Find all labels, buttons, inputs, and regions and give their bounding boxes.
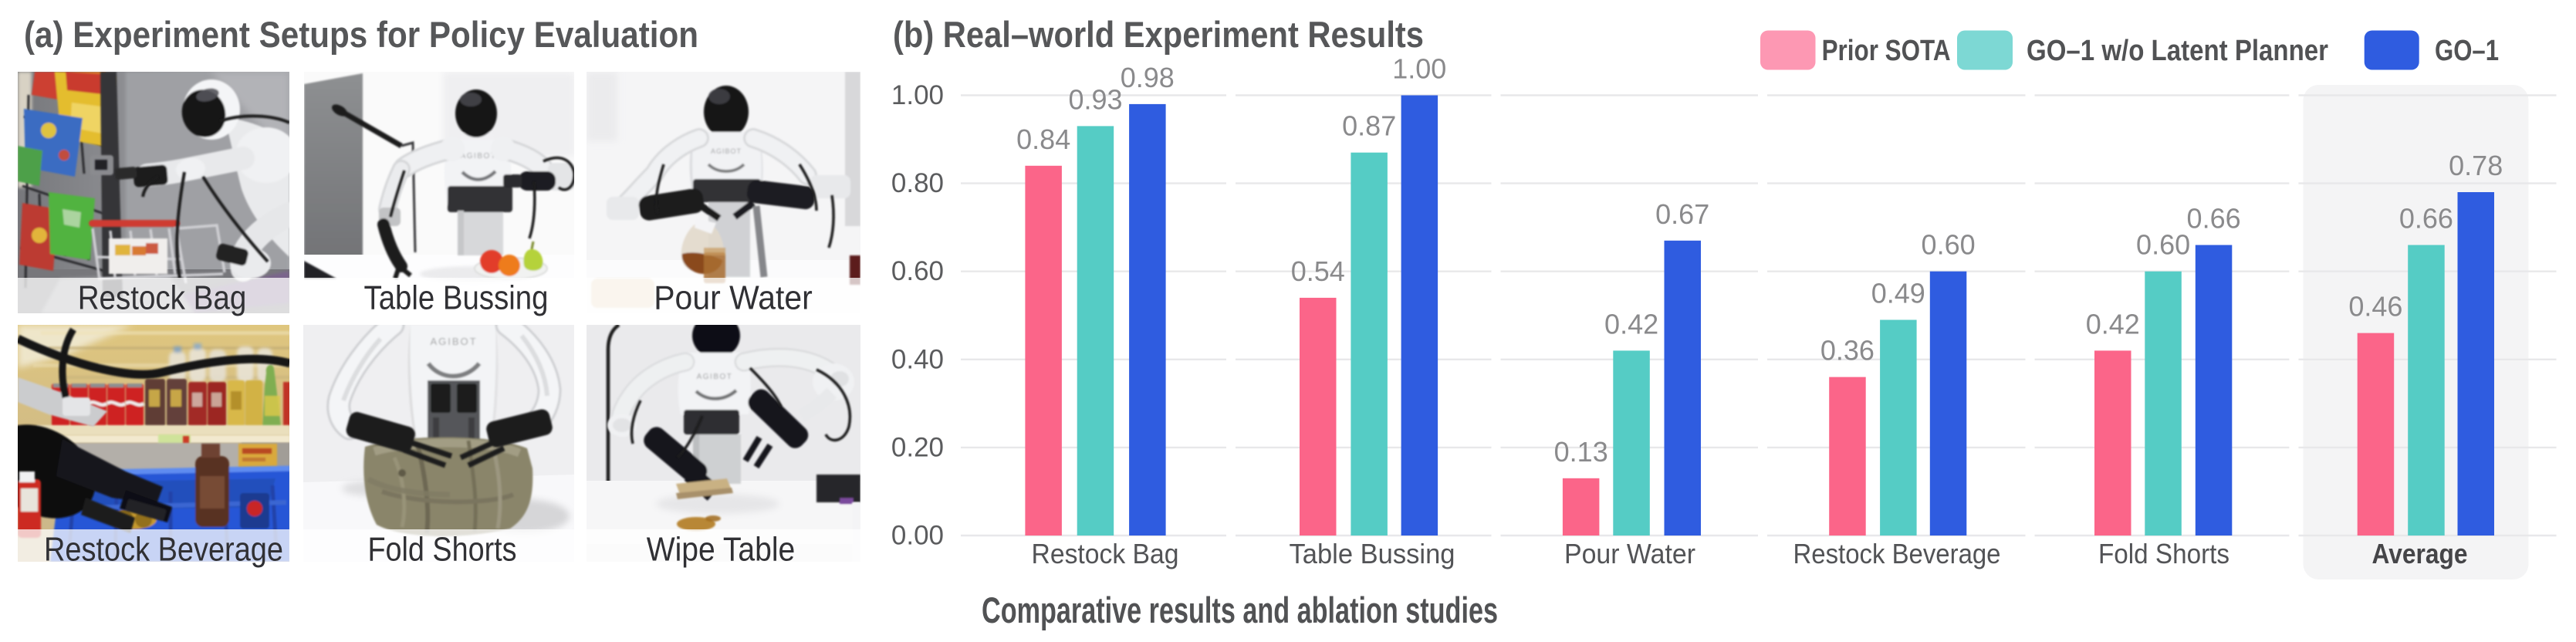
svg-text:Comparative results and ablati: Comparative results and ablation studies xyxy=(982,590,1498,630)
svg-text:(a) Experiment Setups for Poli: (a) Experiment Setups for Policy Evaluat… xyxy=(24,14,698,55)
svg-text:0.13: 0.13 xyxy=(1554,436,1608,468)
svg-text:0.60: 0.60 xyxy=(1922,229,1976,261)
svg-text:0.46: 0.46 xyxy=(2348,291,2402,323)
svg-text:0.66: 0.66 xyxy=(2399,203,2453,235)
svg-text:0.00: 0.00 xyxy=(891,521,944,551)
svg-text:0.87: 0.87 xyxy=(1342,110,1396,142)
svg-text:Pour Water: Pour Water xyxy=(654,279,813,317)
svg-text:Table Bussing: Table Bussing xyxy=(1290,538,1455,569)
svg-text:0.54: 0.54 xyxy=(1291,255,1345,287)
svg-text:0.66: 0.66 xyxy=(2187,203,2241,235)
svg-text:Restock Beverage: Restock Beverage xyxy=(1793,538,2001,569)
svg-text:Restock Beverage: Restock Beverage xyxy=(44,531,283,569)
svg-text:0.60: 0.60 xyxy=(891,256,944,286)
svg-text:0.42: 0.42 xyxy=(1604,308,1658,340)
svg-text:Fold Shorts: Fold Shorts xyxy=(368,531,517,569)
svg-text:(b) Real–world Experiment Resu: (b) Real–world Experiment Results xyxy=(893,14,1424,55)
svg-text:Average: Average xyxy=(2372,538,2468,569)
svg-text:Prior SOTA: Prior SOTA xyxy=(1822,35,1951,67)
svg-text:GO–1: GO–1 xyxy=(2435,35,2499,67)
svg-text:AGIBOT: AGIBOT xyxy=(711,147,742,155)
svg-text:0.78: 0.78 xyxy=(2449,150,2503,181)
svg-text:Fold Shorts: Fold Shorts xyxy=(2098,538,2229,569)
svg-text:0.36: 0.36 xyxy=(1820,335,1875,367)
svg-text:0.49: 0.49 xyxy=(1871,278,1925,309)
svg-text:Table Bussing: Table Bussing xyxy=(364,279,549,317)
svg-text:Restock Bag: Restock Bag xyxy=(78,279,247,317)
svg-text:0.20: 0.20 xyxy=(891,432,944,462)
svg-text:0.60: 0.60 xyxy=(2136,229,2190,261)
svg-text:AGIBOT: AGIBOT xyxy=(461,152,497,160)
svg-text:0.40: 0.40 xyxy=(891,344,944,374)
svg-text:AGIBOT: AGIBOT xyxy=(697,373,733,381)
svg-text:Restock Bag: Restock Bag xyxy=(1032,538,1179,569)
svg-text:1.00: 1.00 xyxy=(891,80,944,110)
svg-text:0.42: 0.42 xyxy=(2086,308,2140,340)
svg-text:1.00: 1.00 xyxy=(1392,53,1446,85)
svg-text:AGIBOT: AGIBOT xyxy=(430,336,477,347)
svg-text:Wipe Table: Wipe Table xyxy=(647,531,796,569)
svg-text:GO–1 w/o Latent Planner: GO–1 w/o Latent Planner xyxy=(2027,35,2328,67)
svg-text:Pour Water: Pour Water xyxy=(1564,538,1695,569)
svg-text:0.93: 0.93 xyxy=(1068,83,1122,115)
svg-text:0.98: 0.98 xyxy=(1121,62,1175,93)
svg-text:0.80: 0.80 xyxy=(891,168,944,198)
svg-text:0.67: 0.67 xyxy=(1655,198,1709,230)
svg-text:0.84: 0.84 xyxy=(1016,123,1070,155)
